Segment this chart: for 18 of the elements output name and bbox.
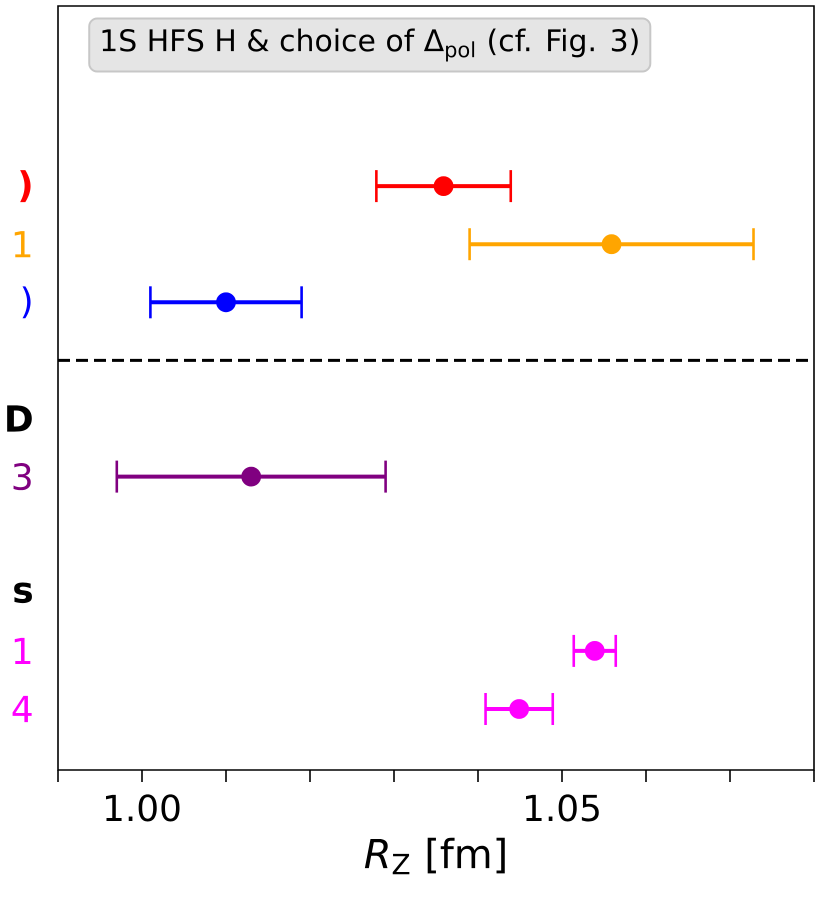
y-tick-label: s (14, 582, 32, 604)
point (241, 466, 262, 487)
point (602, 234, 622, 254)
annotation: 1S HFS H & choice of Δ$_{pol}$ (cf. Fig. 3) (102, 28, 638, 62)
point (509, 699, 530, 719)
point (584, 641, 605, 661)
y-tick-label: ) (22, 286, 31, 318)
y-tick-label: 1 (14, 638, 30, 664)
y-tick-label: D (7, 405, 32, 432)
point (434, 176, 454, 196)
y-tick-label: 1 (14, 231, 30, 258)
x-tick-label: 1.00 (106, 794, 180, 822)
x-tick-label: 1.05 (526, 794, 599, 822)
point (216, 292, 236, 312)
y-tick-label: 3 (14, 463, 31, 490)
x-axis-title: R$_{Z}$ [fm] (364, 838, 505, 874)
y-tick-label: 4 (12, 696, 32, 722)
y-tick-label: ) (20, 170, 31, 202)
